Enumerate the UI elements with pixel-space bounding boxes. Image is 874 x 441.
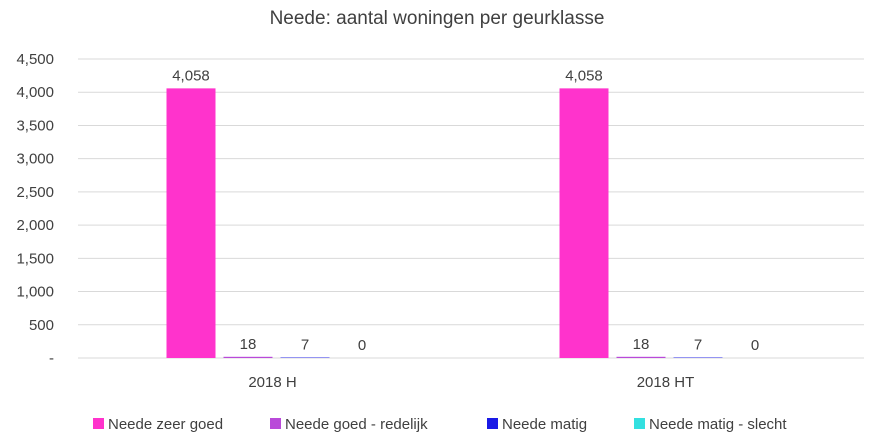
x-category-label: 2018 HT [637, 374, 695, 391]
y-tick-label: 2,000 [16, 217, 54, 234]
chart-title: Neede: aantal woningen per geurklasse [270, 8, 605, 29]
bar [616, 356, 666, 358]
data-label: 18 [240, 336, 257, 353]
y-tick-label: 500 [29, 317, 54, 334]
legend-label: Neede matig - slecht [649, 416, 787, 433]
legend-label: Neede matig [502, 416, 587, 433]
data-label: 7 [301, 337, 309, 354]
y-tick-label: 3,000 [16, 151, 54, 168]
y-tick-label: 4,000 [16, 84, 54, 101]
bar [166, 88, 216, 359]
legend-swatch [93, 418, 104, 429]
bars [166, 88, 723, 359]
data-label: 7 [694, 337, 702, 354]
y-tick-label: 4,500 [16, 51, 54, 68]
y-tick-label: 1,500 [16, 250, 54, 267]
data-label: 0 [358, 337, 366, 354]
legend-swatch [634, 418, 645, 429]
bar [559, 88, 609, 359]
bar [223, 356, 273, 358]
y-tick-label: - [49, 350, 54, 367]
y-tick-label: 3,500 [16, 117, 54, 134]
legend-label: Neede goed - redelijk [285, 416, 428, 433]
x-axis-category-labels: 2018 H 2018 HT [248, 374, 694, 391]
y-axis-tick-labels: - 500 1,000 1,500 2,000 2,500 3,000 3,500 4,000 4… [16, 51, 54, 367]
y-tick-label: 2,500 [16, 184, 54, 201]
data-labels: 4,058 18 7 0 4,058 18 7 0 [172, 67, 759, 354]
legend-swatch [270, 418, 281, 429]
data-label: 4,058 [565, 67, 603, 84]
legend-label: Neede zeer goed [108, 416, 223, 433]
x-category-label: 2018 H [248, 374, 296, 391]
y-tick-label: 1,000 [16, 284, 54, 301]
legend-swatch [487, 418, 498, 429]
data-label: 0 [751, 337, 759, 354]
data-label: 18 [633, 336, 650, 353]
data-label: 4,058 [172, 67, 210, 84]
legend: Neede zeer goed Neede goed - redelijk Need… [93, 416, 787, 433]
